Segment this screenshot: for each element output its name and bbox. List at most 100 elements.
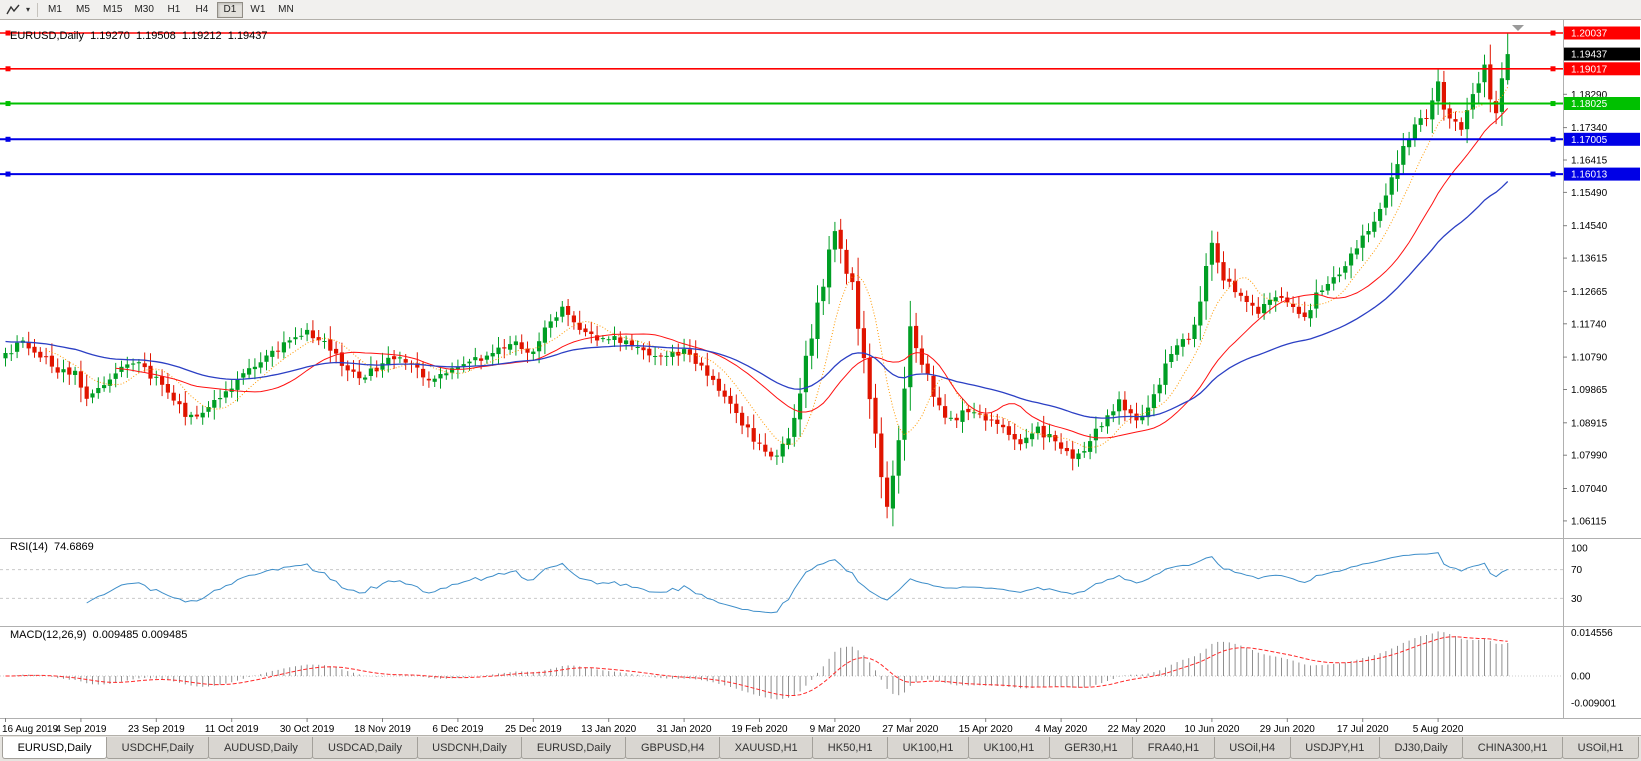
date-label: 4 May 2020 — [1035, 724, 1088, 735]
price-tick-label: 1.08915 — [1571, 418, 1608, 429]
chart-tab-china300-h1[interactable]: CHINA300,H1 — [1462, 737, 1564, 759]
rsi-tick-label: 70 — [1571, 565, 1583, 576]
price-badge-label: 1.19017 — [1571, 64, 1608, 75]
ma-medium-line — [115, 108, 1509, 439]
chart-tab-uk100-h1[interactable]: UK100,H1 — [967, 737, 1050, 759]
price-tick-label: 1.12665 — [1571, 287, 1608, 298]
hline-handle[interactable] — [1550, 136, 1556, 142]
price-tick-label: 1.15490 — [1571, 188, 1608, 199]
macd-tick-label: 0.014556 — [1571, 628, 1613, 639]
date-label: 18 Nov 2019 — [354, 724, 411, 735]
chart-tab-xauusd-h1[interactable]: XAUUSD,H1 — [719, 737, 814, 759]
chart-tab-usdcnh-daily[interactable]: USDCNH,Daily — [416, 737, 523, 759]
toolbar: ▾ M1 M5 M15 M30 H1 H4 D1 W1 MN — [0, 0, 1641, 20]
toolbar-separator — [37, 2, 38, 17]
timeframe-button-M5[interactable]: M5 — [76, 4, 90, 15]
chart-tab-usdchf-daily[interactable]: USDCHF,Daily — [106, 737, 210, 759]
price-badge — [1564, 62, 1640, 76]
timeframe-button-M15[interactable]: M15 — [103, 4, 123, 15]
axes: 1.18290 1.17340 1.16415 1.15490 1.14540 1.136… — [0, 20, 1641, 719]
price-badge — [1564, 47, 1640, 61]
hline-handle[interactable] — [5, 101, 11, 107]
line-studies-icon[interactable] — [3, 2, 23, 18]
price-badge-label: 1.18025 — [1571, 99, 1608, 110]
chart-tab-gbpusd-h4[interactable]: GBPUSD,H4 — [625, 737, 721, 759]
chart-tab-audusd-daily[interactable]: AUDUSD,Daily — [208, 737, 314, 759]
timeframe-button-W1[interactable]: W1 — [250, 4, 266, 15]
chart-tab-dj30-daily[interactable]: DJ30,Daily — [1378, 737, 1464, 759]
chart-tab-usdjpy-h1[interactable]: USDJPY,H1 — [1289, 737, 1380, 759]
date-label: 16 Aug 2019 — [2, 724, 59, 735]
date-label: 13 Jan 2020 — [581, 724, 636, 735]
date-label: 27 Mar 2020 — [882, 724, 939, 735]
timeframe-button-H4[interactable]: H4 — [195, 4, 209, 15]
date-label: 29 Jun 2020 — [1260, 724, 1315, 735]
horizontal-lines — [0, 30, 1563, 177]
hline-handle[interactable] — [5, 171, 11, 177]
price-badge-label: 1.20037 — [1571, 29, 1608, 40]
timeframe-button-MN[interactable]: MN — [278, 4, 294, 15]
chart-area: 1.18290 1.17340 1.16415 1.15490 1.14540 1.136… — [0, 20, 1641, 735]
timeframe-button-H1[interactable]: H1 — [167, 4, 181, 15]
price-badge — [1564, 26, 1640, 40]
date-label: 5 Aug 2020 — [1413, 724, 1464, 735]
date-label: 9 Mar 2020 — [810, 724, 861, 735]
price-tick-label: 1.16415 — [1571, 155, 1608, 166]
price-badge — [1564, 167, 1640, 181]
rsi-tick-label: 100 — [1571, 544, 1588, 555]
macd-tick-label: 0.00 — [1571, 672, 1591, 683]
price-tick-label: 1.13615 — [1571, 254, 1608, 265]
hline-handle[interactable] — [1550, 101, 1556, 107]
hline-handle[interactable] — [1550, 30, 1556, 36]
price-badge-label: 1.17005 — [1571, 135, 1608, 146]
date-label: 4 Sep 2019 — [55, 724, 107, 735]
date-label: 15 Apr 2020 — [959, 724, 1013, 735]
price-tick-label: 1.17340 — [1571, 123, 1608, 134]
timeframe-buttons: M1 M5 M15 M30 H1 H4 D1 W1 MN — [42, 1, 299, 18]
date-label: 10 Jun 2020 — [1184, 724, 1239, 735]
rsi-line — [86, 552, 1508, 614]
date-label: 22 May 2020 — [1108, 724, 1166, 735]
hline-handle[interactable] — [1550, 171, 1556, 177]
tool-dropdown-icon[interactable]: ▾ — [25, 5, 30, 14]
hline-handle[interactable] — [1550, 66, 1556, 72]
price-badge — [1564, 97, 1640, 110]
chart-canvas[interactable]: 1.18290 1.17340 1.16415 1.15490 1.14540 1.136… — [0, 20, 1641, 735]
date-label: 25 Dec 2019 — [505, 724, 562, 735]
price-badge — [1564, 132, 1640, 146]
chart-tab-eurusd-daily[interactable]: EURUSD,Daily — [2, 737, 108, 759]
timeframe-button-M30[interactable]: M30 — [134, 4, 154, 15]
date-label: 31 Jan 2020 — [657, 724, 712, 735]
chart-tab-uk100-h1[interactable]: UK100,H1 — [887, 737, 969, 759]
price-tick-label: 1.06115 — [1571, 516, 1607, 527]
chart-tab-ger30-h1[interactable]: GER30,H1 — [1048, 737, 1134, 759]
chart-tab-eurusd-daily[interactable]: EURUSD,Daily — [521, 737, 627, 759]
ma-fast-line — [45, 86, 1509, 448]
rsi-tick-label: 30 — [1571, 594, 1583, 605]
timeframe-button-M1[interactable]: M1 — [48, 4, 62, 15]
hline-handle[interactable] — [5, 66, 11, 72]
price-badge-label: 1.16013 — [1571, 170, 1608, 181]
hline-handle[interactable] — [5, 30, 11, 36]
chart-tab-usoil-h4[interactable]: USOil,H4 — [1213, 737, 1291, 759]
price-tick-label: 1.10790 — [1571, 353, 1608, 364]
date-label: 30 Oct 2019 — [280, 724, 335, 735]
timeframe-button-D1[interactable]: D1 — [216, 1, 243, 18]
price-tick-label: 1.11740 — [1571, 319, 1607, 330]
chart-tab-usdcad-daily[interactable]: USDCAD,Daily — [312, 737, 418, 759]
price-tick-label: 1.18290 — [1571, 90, 1608, 101]
hline-handle[interactable] — [5, 136, 11, 142]
price-tick-label: 1.07040 — [1571, 484, 1608, 495]
price-tick-label: 1.09865 — [1571, 385, 1608, 396]
price-badge-label: 1.19437 — [1571, 50, 1608, 61]
chart-tab-fra40-h1[interactable]: FRA40,H1 — [1132, 737, 1215, 759]
chart-shift-marker[interactable] — [1512, 25, 1524, 31]
macd-signal-line — [5, 636, 1508, 697]
date-label: 11 Oct 2019 — [205, 724, 259, 735]
date-label: 19 Feb 2020 — [731, 724, 788, 735]
chart-tab-hk50-h1[interactable]: HK50,H1 — [812, 737, 889, 759]
date-label: 6 Dec 2019 — [432, 724, 484, 735]
ma-slow-line — [5, 181, 1509, 419]
chart-tab-usoil-h1[interactable]: USOil,H1 — [1562, 737, 1640, 759]
